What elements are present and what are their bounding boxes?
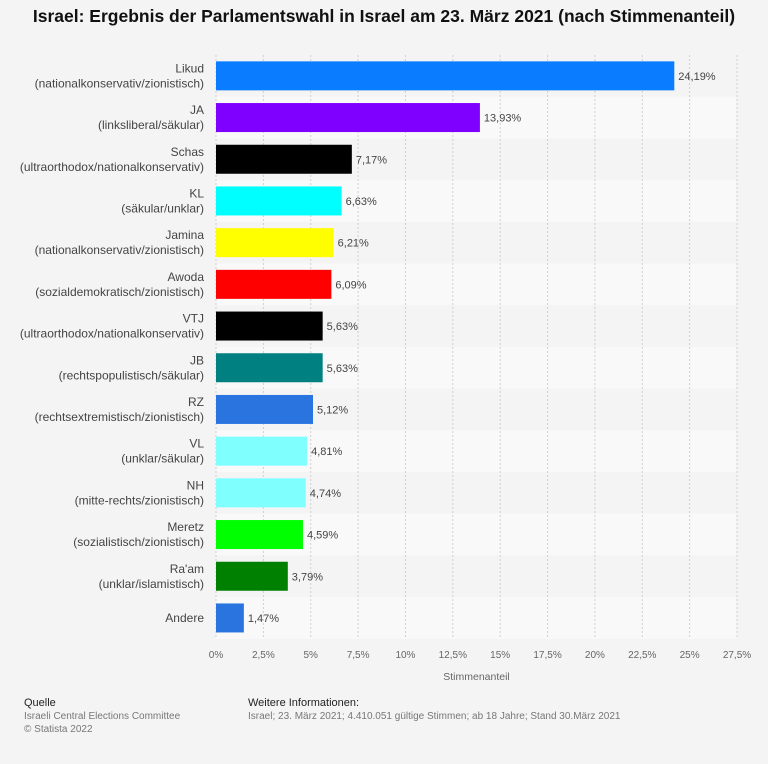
bar xyxy=(216,394,314,424)
x-tick-label: 5% xyxy=(304,650,319,661)
x-tick-label: 0% xyxy=(209,650,224,661)
category-label: JB xyxy=(190,353,204,367)
value-label: 7,17% xyxy=(356,154,387,166)
value-label: 4,59% xyxy=(307,530,338,542)
value-label: 5,63% xyxy=(327,363,358,375)
value-label: 6,63% xyxy=(346,196,377,208)
value-label: 5,12% xyxy=(317,404,348,416)
value-label: 3,79% xyxy=(292,571,323,583)
value-label: 1,47% xyxy=(248,613,279,625)
bar xyxy=(216,269,332,299)
chart-title: Israel: Ergebnis der Parlamentswahl in I… xyxy=(32,6,736,26)
category-sublabel: (nationalkonservativ/zionistisch) xyxy=(35,76,204,90)
x-axis-title: Stimmenanteil xyxy=(443,671,510,683)
category-sublabel: (ultraorthodox/nationalkonservativ) xyxy=(20,327,204,341)
info-heading: Weitere Informationen: xyxy=(248,697,360,709)
category-label: VL xyxy=(189,437,204,451)
bar xyxy=(216,478,306,508)
row-band xyxy=(216,597,737,639)
value-label: 4,74% xyxy=(310,488,341,500)
bar xyxy=(216,311,323,341)
category-label: Meretz xyxy=(167,520,204,534)
bar xyxy=(216,436,308,466)
category-label: Jamina xyxy=(165,228,204,242)
x-tick-label: 22,5% xyxy=(628,650,656,661)
category-sublabel: (sozialistisch/zionistisch) xyxy=(73,535,204,549)
x-tick-label: 17,5% xyxy=(533,650,561,661)
value-label: 13,93% xyxy=(484,113,522,125)
x-tick-label: 20% xyxy=(585,650,605,661)
x-tick-label: 12,5% xyxy=(439,650,467,661)
bar xyxy=(216,603,244,633)
category-sublabel: (säkular/unklar) xyxy=(121,201,204,215)
bar xyxy=(216,144,352,174)
category-label: RZ xyxy=(188,395,204,409)
source-heading: Quelle xyxy=(24,697,56,709)
x-tick-label: 15% xyxy=(490,650,510,661)
category-sublabel: (mitte-rechts/zionistisch) xyxy=(75,493,204,507)
category-label: Andere xyxy=(165,611,204,625)
value-label: 4,81% xyxy=(311,446,342,458)
value-label: 6,09% xyxy=(335,279,366,291)
category-label: Likud xyxy=(175,61,204,75)
category-sublabel: (rechtsextremistisch/zionistisch) xyxy=(35,410,204,424)
value-label: 6,21% xyxy=(338,238,369,250)
bar xyxy=(216,228,334,258)
x-tick-label: 10% xyxy=(395,650,415,661)
category-label: JA xyxy=(190,103,204,117)
category-label: KL xyxy=(189,186,204,200)
category-sublabel: (sozialdemokratisch/zionistisch) xyxy=(35,285,204,299)
category-sublabel: (ultraorthodox/nationalkonservativ) xyxy=(20,160,204,174)
info-text: Israel; 23. März 2021; 4.410.051 gültige… xyxy=(248,711,621,722)
x-tick-label: 25% xyxy=(680,650,700,661)
category-label: Ra'am xyxy=(170,562,204,576)
category-sublabel: (linksliberal/säkular) xyxy=(98,118,204,132)
category-sublabel: (unklar/islamistisch) xyxy=(99,577,204,591)
x-tick-label: 2,5% xyxy=(252,650,275,661)
copyright-line: © Statista 2022 xyxy=(24,724,93,735)
category-sublabel: (rechtspopulistisch/säkular) xyxy=(59,368,204,382)
value-label: 5,63% xyxy=(327,321,358,333)
category-label: Awoda xyxy=(168,270,205,284)
bar xyxy=(216,186,342,216)
source-block: Quelle Israeli Central Elections Committ… xyxy=(24,697,180,736)
bar xyxy=(216,561,288,591)
category-label: VTJ xyxy=(183,312,204,326)
source-line: Israeli Central Elections Committee xyxy=(24,711,181,722)
bar xyxy=(216,520,303,550)
category-sublabel: (unklar/säkular) xyxy=(121,452,204,466)
category-label: Schas xyxy=(171,145,204,159)
bar xyxy=(216,353,323,383)
info-block: Weitere Informationen: Israel; 23. März … xyxy=(248,697,620,723)
x-tick-label: 7,5% xyxy=(347,650,370,661)
bar xyxy=(216,103,480,133)
value-label: 24,19% xyxy=(678,71,716,83)
x-tick-label: 27,5% xyxy=(723,650,751,661)
category-label: NH xyxy=(187,478,204,492)
category-sublabel: (nationalkonservativ/zionistisch) xyxy=(35,243,204,257)
bar xyxy=(216,61,675,91)
